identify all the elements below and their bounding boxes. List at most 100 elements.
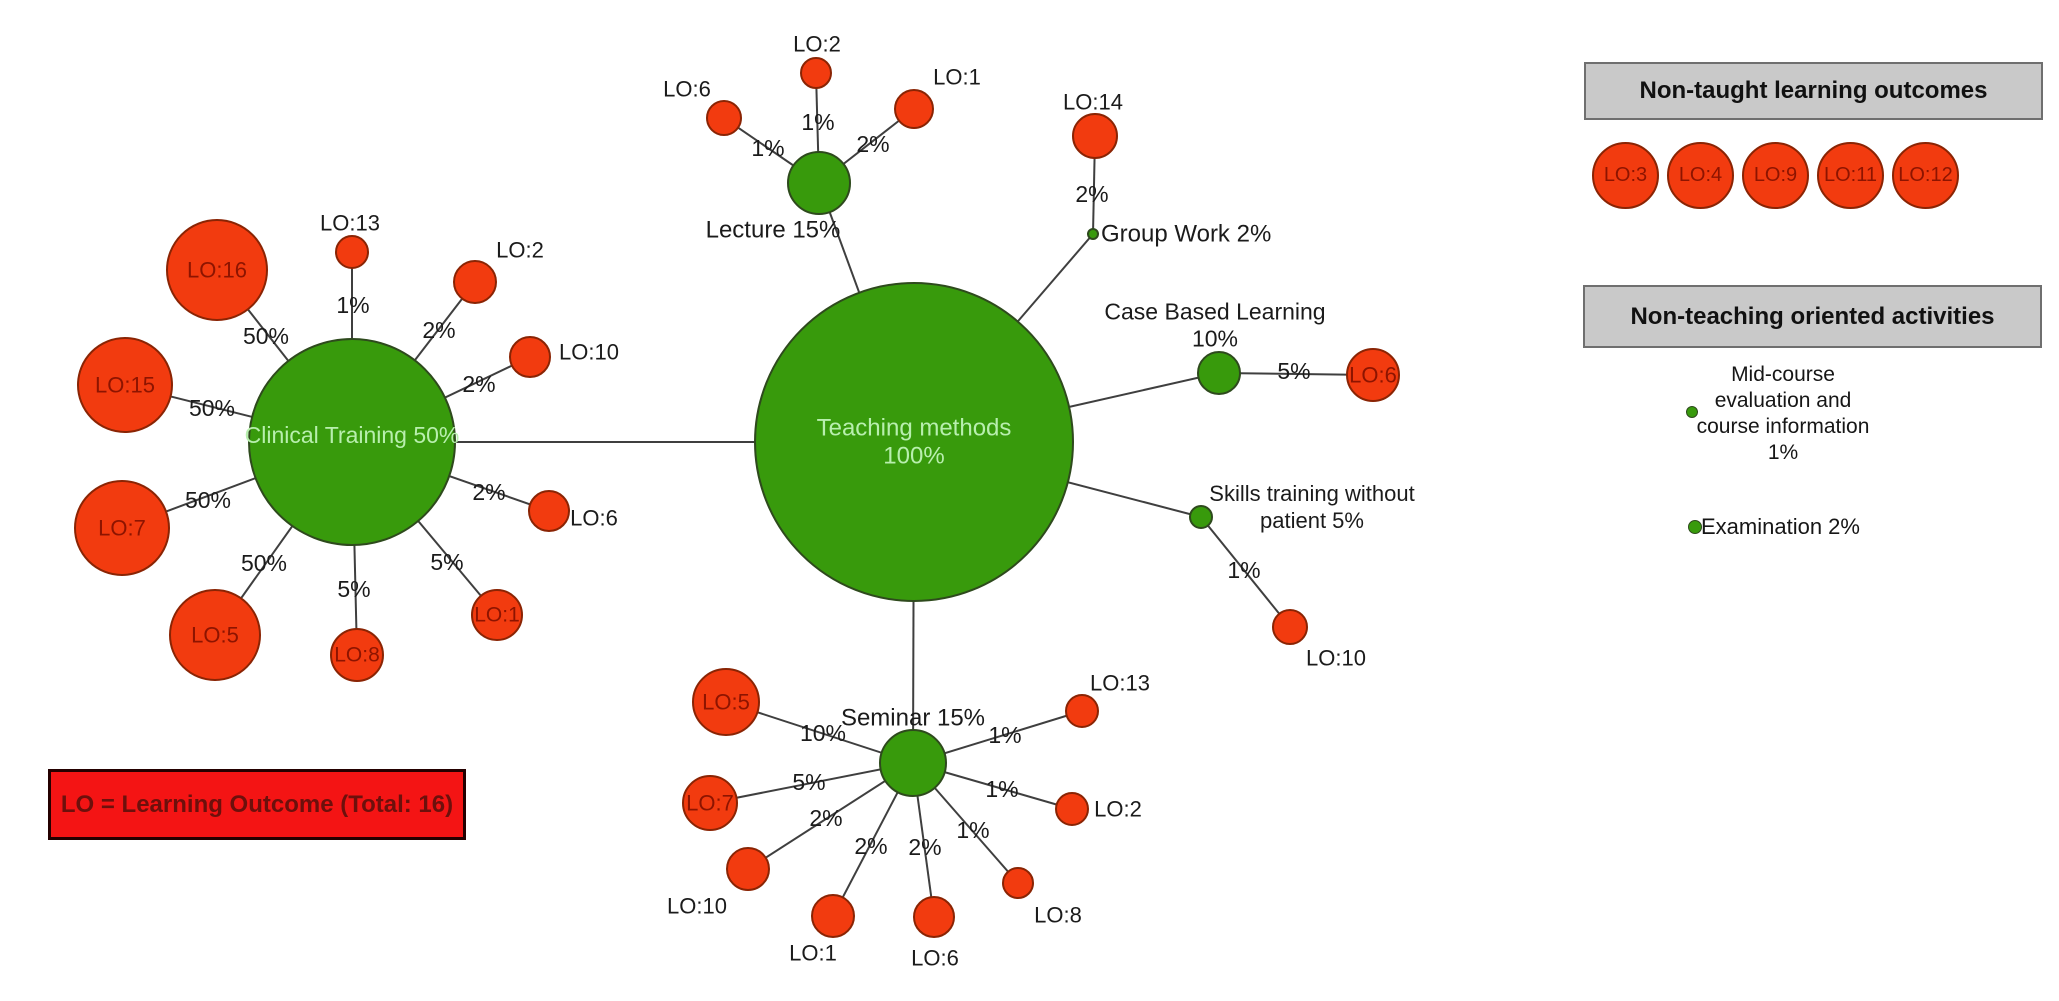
node-label-c13: LO:13: [320, 211, 380, 236]
non-taught-lo-circle: LO:12: [1892, 142, 1959, 209]
edge-label-clinical-c7: 50%: [185, 487, 231, 513]
examination-dot-icon: [1688, 520, 1702, 534]
node-label-s10: LO:10: [1306, 646, 1366, 671]
non-taught-lo-circle: LO:9: [1742, 142, 1809, 209]
non-teaching-header: Non-teaching oriented activities: [1583, 285, 2042, 348]
node-label-groupwork: Group Work 2%: [1101, 221, 1271, 248]
node-m7: [682, 775, 738, 831]
lo-legend-box: LO = Learning Outcome (Total: 16): [48, 769, 466, 840]
edge-label-lecture-l6: 1%: [751, 135, 784, 161]
node-label-m1: LO:1: [789, 941, 837, 966]
node-m6: [913, 896, 955, 938]
node-cbl: [1197, 351, 1241, 395]
node-l2: [800, 57, 832, 89]
edge-label-cbl-cb6: 5%: [1277, 358, 1310, 384]
node-label-c7: LO:7: [98, 516, 146, 541]
edge-label-clinical-c1: 5%: [430, 549, 463, 575]
node-c13: [335, 235, 369, 269]
edge-seminar-m7: [709, 762, 914, 804]
edge-label-seminar-m1: 2%: [854, 833, 887, 859]
edge-label-seminar-m6: 2%: [908, 834, 941, 860]
edge-label-seminar-m2: 1%: [985, 776, 1018, 802]
edge-label-skills-s10: 1%: [1227, 557, 1260, 583]
edge-label-clinical-c16: 50%: [243, 323, 289, 349]
node-clinical: [248, 338, 456, 546]
edge-label-seminar-m7: 5%: [792, 769, 825, 795]
mid-course-activity-label: Mid-course evaluation and course informa…: [1696, 363, 1870, 464]
node-label-cbl: 10%: [1192, 326, 1238, 352]
node-lecture: [787, 151, 851, 215]
non-taught-header-label: Non-taught learning outcomes: [1639, 77, 1988, 104]
lo-legend-label: LO = Learning Outcome (Total: 16): [60, 790, 454, 818]
non-taught-circles-row: LO:3 LO:4 LO:9 LO:11 LO:12: [1592, 142, 1959, 209]
edge-label-lecture-l2: 1%: [801, 109, 834, 135]
node-skills: [1189, 505, 1213, 529]
node-label-m5: LO:5: [702, 690, 750, 715]
edge-label-clinical-c8: 5%: [337, 576, 370, 602]
node-label-m10: LO:10: [667, 894, 727, 919]
edge-label-clinical-c2: 2%: [422, 317, 455, 343]
node-label-c10: LO:10: [559, 340, 619, 365]
edge-label-clinical-c6: 2%: [472, 479, 505, 505]
node-label-c1: LO:1: [474, 604, 520, 627]
node-groupwork: [1087, 228, 1099, 240]
node-label-m8: LO:8: [1034, 903, 1082, 928]
node-g14: [1072, 113, 1118, 159]
node-label-skills: patient 5%: [1260, 508, 1364, 533]
node-c8: [330, 628, 384, 682]
node-c7: [74, 480, 170, 576]
node-c10: [509, 336, 551, 378]
node-c16: [166, 219, 268, 321]
node-label-l2: LO:2: [793, 32, 841, 57]
edge-label-lecture-l1: 2%: [856, 131, 889, 157]
edge-label-clinical-c5: 50%: [241, 550, 287, 576]
non-taught-lo-circle: LO:3: [1592, 142, 1659, 209]
edge-label-groupwork-g14: 2%: [1075, 181, 1108, 207]
node-m10: [726, 847, 770, 891]
node-label-m6: LO:6: [911, 946, 959, 971]
node-label-c8: LO:8: [334, 644, 380, 667]
edge-label-seminar-m10: 2%: [809, 805, 842, 831]
edge-label-clinical-c10: 2%: [462, 371, 495, 397]
non-taught-lo-circle: LO:4: [1667, 142, 1734, 209]
node-m13: [1065, 694, 1099, 728]
node-label-l6: LO:6: [663, 77, 711, 102]
node-teaching: [754, 282, 1074, 602]
node-label-teaching: 100%: [883, 443, 944, 470]
node-label-c16: LO:16: [187, 258, 247, 283]
node-label-cbl: Case Based Learning: [1104, 299, 1325, 325]
node-m8: [1002, 867, 1034, 899]
edge-label-clinical-c15: 50%: [189, 395, 235, 421]
examination-activity-label: Examination 2%: [1701, 514, 1860, 539]
node-label-clinical: Clinical Training 50%: [245, 422, 460, 448]
node-label-c5: LO:5: [191, 623, 239, 648]
node-c2: [453, 260, 497, 304]
node-label-g14: LO:14: [1063, 90, 1123, 115]
node-label-l1: LO:1: [933, 65, 981, 90]
node-label-seminar: Seminar 15%: [841, 705, 985, 732]
edge-label-seminar-m13: 1%: [988, 722, 1021, 748]
node-l6: [706, 100, 742, 136]
node-seminar: [879, 729, 947, 797]
node-l1: [894, 89, 934, 129]
node-label-c15: LO:15: [95, 373, 155, 398]
non-teaching-header-label: Non-teaching oriented activities: [1630, 302, 1995, 330]
node-m2: [1055, 792, 1089, 826]
node-m5: [692, 668, 760, 736]
node-c5: [169, 589, 261, 681]
node-label-c6: LO:6: [570, 506, 618, 531]
node-label-c2: LO:2: [496, 238, 544, 263]
node-label-lecture: Lecture 15%: [706, 217, 841, 244]
node-label-m13: LO:13: [1090, 671, 1150, 696]
node-label-m7: LO:7: [686, 791, 734, 816]
non-taught-lo-circle: LO:11: [1817, 142, 1884, 209]
node-label-skills: Skills training without: [1209, 481, 1414, 506]
node-label-teaching: Teaching methods: [817, 415, 1012, 442]
node-m1: [811, 894, 855, 938]
node-label-m2: LO:2: [1094, 797, 1142, 822]
edge-label-seminar-m5: 10%: [800, 720, 846, 746]
node-c6: [528, 490, 570, 532]
non-taught-header: Non-taught learning outcomes: [1584, 62, 2043, 120]
